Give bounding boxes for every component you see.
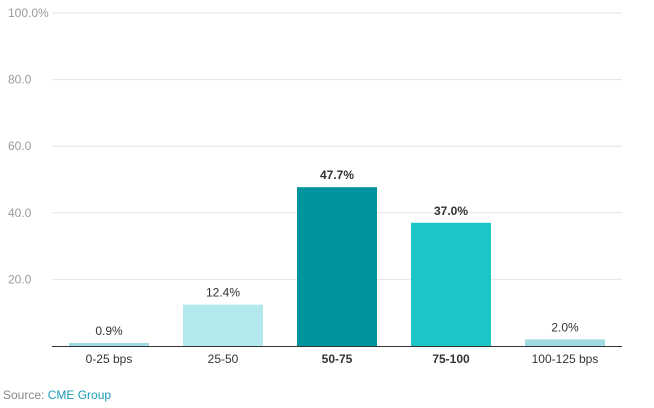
- bars: [69, 187, 605, 346]
- category-label: 0-25 bps: [86, 352, 133, 366]
- data-label: 2.0%: [551, 320, 579, 334]
- data-label: 37.0%: [434, 204, 468, 218]
- category-label: 25-50: [208, 352, 239, 366]
- y-tick-label: 60.0: [8, 139, 32, 153]
- category-label: 75-100: [432, 352, 470, 366]
- y-tick-label: 40.0: [8, 206, 32, 220]
- bar: [69, 343, 149, 346]
- source-link[interactable]: CME Group: [47, 388, 112, 402]
- y-tick-label: 100.0%: [8, 6, 49, 20]
- category-label: 50-75: [322, 352, 353, 366]
- y-tick-label: 80.0: [8, 73, 32, 87]
- bar: [411, 222, 491, 346]
- data-label: 0.9%: [95, 324, 123, 338]
- source-prefix: Source:: [3, 388, 48, 402]
- source-note: Source: CME Group: [3, 388, 111, 402]
- data-label: 12.4%: [206, 286, 240, 300]
- gridlines: [52, 12, 622, 280]
- data-labels: 0.9% 12.4% 47.7% 37.0% 2.0%: [95, 168, 579, 338]
- x-axis-categories: 0-25 bps 25-50 50-75 75-100 100-125 bps: [86, 352, 599, 366]
- bar-chart: 20.0 40.0 60.0 80.0 100.0% 0.9% 12.4% 47.7% 37.…: [8, 6, 622, 366]
- y-axis-ticks: 20.0 40.0 60.0 80.0 100.0%: [8, 6, 49, 286]
- category-label: 100-125 bps: [532, 352, 599, 366]
- data-label: 47.7%: [320, 168, 354, 182]
- bar: [297, 187, 377, 346]
- bar: [525, 339, 605, 346]
- bar: [183, 304, 263, 346]
- y-tick-label: 20.0: [8, 272, 32, 286]
